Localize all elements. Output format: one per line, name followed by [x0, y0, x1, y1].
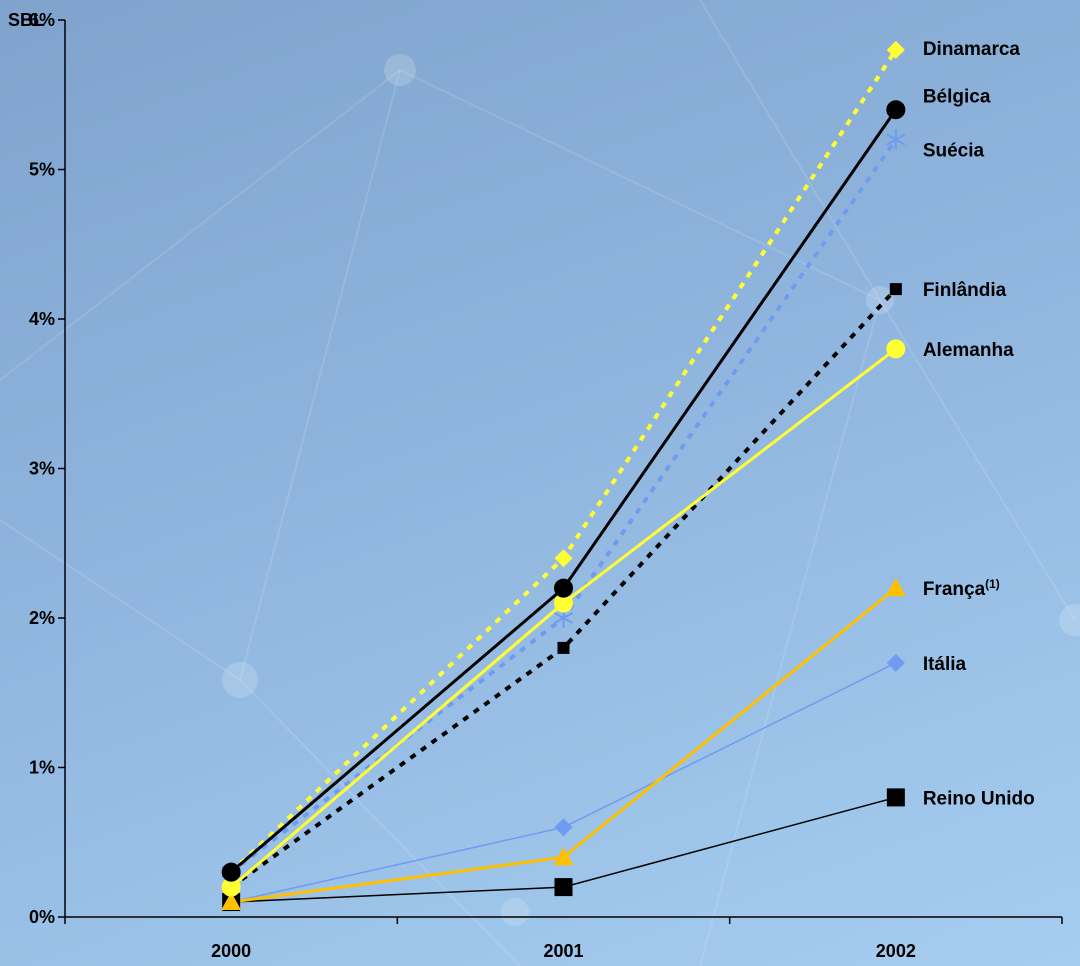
series-label: Alemanha — [923, 340, 1014, 361]
background-nodes — [222, 54, 1080, 926]
series-label: Reino Unido — [923, 788, 1035, 809]
data-point — [557, 641, 570, 654]
data-point — [221, 892, 242, 911]
series-line — [230, 108, 898, 874]
x-tick-label: 2001 — [543, 941, 583, 961]
x-tick-label: 2002 — [876, 941, 916, 961]
series-label: França(1) — [923, 577, 1000, 600]
y-axis-corner-label: SBL — [8, 10, 44, 30]
series-label: Suécia — [923, 141, 985, 162]
data-point — [554, 549, 573, 568]
series-labels: Dinamarca Bélgica Suécia Finlândia Alemanha F… — [923, 39, 1035, 810]
data-point — [889, 283, 902, 296]
data-point — [886, 40, 905, 59]
chart-axes: 0% 1% 2% 3% 4% 5% 6%SBL 2000 2001 2002 — [8, 10, 1063, 961]
data-point-stroke — [554, 612, 573, 624]
x-tick-label: 2000 — [211, 941, 251, 961]
y-tick-label: 3% — [29, 459, 55, 479]
data-point — [554, 878, 573, 897]
data-point — [886, 129, 906, 150]
series-line — [229, 138, 898, 874]
series-markers — [221, 40, 906, 912]
y-tick-label: 1% — [29, 758, 55, 778]
y-tick-label: 5% — [29, 160, 55, 180]
series-label: Finlândia — [923, 280, 1007, 301]
data-point — [553, 847, 574, 866]
series-label: Bélgica — [923, 87, 991, 108]
y-tick-label: 0% — [29, 907, 55, 927]
data-point — [886, 653, 905, 672]
data-point — [886, 100, 906, 120]
y-tick-label: 2% — [29, 608, 55, 628]
data-point-stroke — [886, 133, 906, 146]
series-line — [229, 48, 898, 874]
y-tick-label: 6% — [29, 10, 55, 30]
data-point — [221, 862, 241, 882]
series-label: Itália — [923, 654, 967, 675]
y-tick-label: 4% — [29, 309, 55, 329]
series-line — [231, 662, 897, 903]
data-point — [554, 818, 573, 837]
data-point — [885, 578, 906, 597]
data-point — [554, 578, 573, 598]
series-label: Dinamarca — [923, 39, 1021, 60]
data-point — [886, 339, 906, 359]
data-point — [886, 788, 905, 807]
